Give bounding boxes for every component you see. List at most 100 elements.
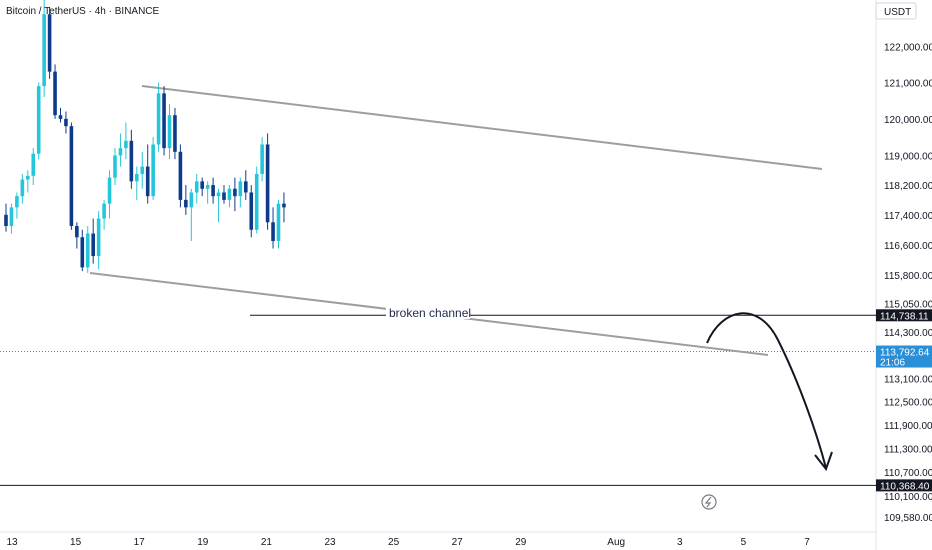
candle[interactable] — [151, 137, 155, 200]
candle[interactable] — [265, 133, 270, 230]
candle[interactable] — [249, 185, 254, 238]
candle-body — [189, 192, 194, 208]
y-tick-label: 114,300.00 — [884, 328, 932, 339]
candle-body — [271, 222, 275, 242]
price-tag-value: 114,738.11 — [880, 311, 929, 322]
candle[interactable] — [260, 137, 264, 182]
candle[interactable] — [271, 207, 275, 249]
candle-body — [107, 177, 112, 204]
candle[interactable] — [31, 148, 36, 186]
candle[interactable] — [194, 173, 199, 204]
candle[interactable] — [107, 170, 112, 219]
candle-body — [96, 218, 101, 257]
candle-body — [260, 144, 264, 174]
candle[interactable] — [15, 192, 19, 219]
candle[interactable] — [113, 148, 117, 186]
currency-button[interactable]: USDT — [875, 2, 917, 20]
candle-body — [162, 93, 166, 149]
candle-body — [205, 185, 210, 189]
candle[interactable] — [233, 177, 237, 212]
candle-body — [113, 155, 117, 178]
candle[interactable] — [85, 226, 90, 274]
y-tick-label: 120,000.00 — [884, 115, 932, 126]
candle-body — [64, 118, 68, 127]
candle[interactable] — [58, 107, 63, 123]
candle-body — [211, 185, 215, 197]
annotation-broken-channel[interactable]: broken channel — [389, 306, 471, 320]
candle-body — [20, 179, 25, 197]
x-tick-label: 23 — [324, 537, 336, 548]
price-axis[interactable]: 122,000.00 121,000.00 120,000.00 119,000.00… — [884, 42, 932, 523]
currency-label: USDT — [884, 7, 911, 18]
candle-body — [184, 199, 188, 208]
candle[interactable] — [20, 173, 25, 204]
candle[interactable] — [227, 185, 232, 208]
y-tick-label: 111,900.00 — [884, 421, 932, 432]
candle[interactable] — [211, 177, 215, 204]
candle[interactable] — [238, 177, 243, 208]
x-tick-label: 13 — [6, 537, 18, 548]
candle[interactable] — [47, 7, 52, 79]
candle[interactable] — [69, 122, 74, 230]
candle[interactable] — [75, 222, 79, 249]
candle[interactable] — [222, 185, 226, 204]
candle[interactable] — [9, 203, 14, 234]
candle[interactable] — [254, 166, 259, 234]
y-tick-label: 119,000.00 — [884, 152, 932, 163]
candle[interactable] — [178, 144, 183, 208]
y-tick-label: 122,000.00 — [884, 42, 932, 53]
candle[interactable] — [129, 129, 134, 189]
y-tick-label: 112,500.00 — [884, 398, 932, 409]
candle-body — [53, 71, 57, 116]
candle[interactable] — [102, 199, 106, 230]
candle-body — [145, 166, 150, 197]
x-tick-label: 25 — [388, 537, 400, 548]
candle[interactable] — [162, 86, 166, 156]
y-tick-label: 121,000.00 — [884, 78, 932, 89]
time-axis[interactable]: 13 15 17 19 21 23 25 27 29 Aug 3 5 7 — [6, 537, 810, 548]
candle[interactable] — [189, 188, 194, 242]
candle[interactable] — [4, 203, 8, 232]
projection-arrow[interactable] — [706, 312, 833, 472]
candle-body — [249, 192, 254, 230]
candle-body — [118, 148, 123, 156]
candle[interactable] — [145, 144, 150, 204]
projection-arrow-path[interactable] — [706, 312, 827, 469]
candle[interactable] — [156, 82, 161, 152]
candle[interactable] — [205, 181, 210, 204]
candle[interactable] — [26, 170, 30, 193]
candle[interactable] — [135, 166, 139, 200]
candle[interactable] — [42, 0, 46, 97]
candle[interactable] — [96, 211, 101, 270]
lightning-icon[interactable] — [701, 494, 717, 510]
candle-body — [222, 192, 226, 200]
candle-body — [124, 140, 128, 149]
candle[interactable] — [216, 188, 221, 223]
candle-body — [233, 188, 237, 197]
channel-upper-line[interactable] — [141, 85, 823, 170]
candle[interactable] — [276, 199, 281, 249]
candle[interactable] — [53, 64, 57, 119]
x-tick-label: 7 — [804, 537, 810, 548]
candle[interactable] — [184, 185, 188, 215]
candle[interactable] — [118, 133, 123, 167]
candle-body — [151, 144, 155, 197]
candle-body — [15, 196, 19, 208]
x-tick-label: 29 — [515, 537, 527, 548]
candle[interactable] — [200, 177, 204, 197]
candle[interactable] — [36, 82, 41, 160]
candle[interactable] — [140, 151, 145, 189]
candle[interactable] — [244, 170, 248, 200]
candle[interactable] — [173, 107, 177, 160]
candle-body — [42, 14, 46, 87]
candle[interactable] — [282, 192, 286, 223]
candle[interactable] — [124, 122, 128, 160]
price-tag-bg — [876, 309, 932, 322]
candle[interactable] — [91, 218, 95, 264]
candle[interactable] — [64, 111, 68, 134]
candle[interactable] — [167, 104, 172, 160]
candle[interactable] — [80, 229, 85, 272]
